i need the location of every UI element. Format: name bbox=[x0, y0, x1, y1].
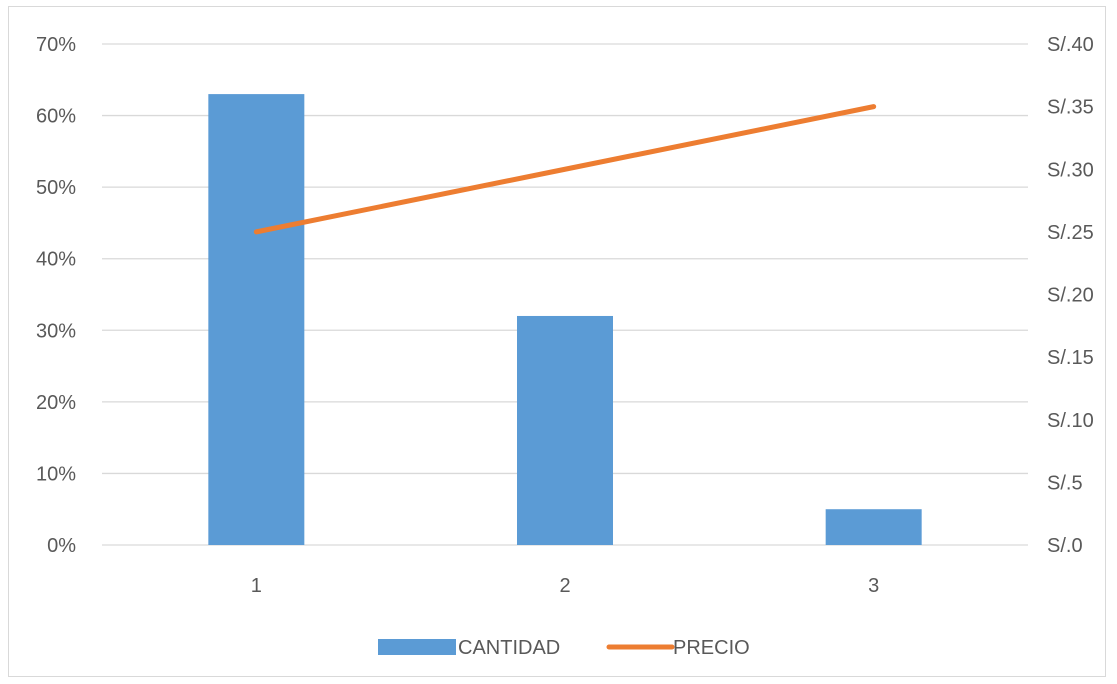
left-tick-label: 50% bbox=[36, 177, 76, 199]
line-series-precio bbox=[253, 104, 877, 235]
left-tick-label: 0% bbox=[47, 535, 76, 557]
legend-label-cantidad: CANTIDAD bbox=[458, 637, 560, 659]
left-tick-label: 10% bbox=[36, 463, 76, 485]
x-tick-label: 2 bbox=[559, 575, 570, 597]
left-tick-label: 20% bbox=[36, 392, 76, 414]
legend-label-precio: PRECIO bbox=[673, 637, 750, 659]
left-tick-label: 40% bbox=[36, 249, 76, 271]
precio-line bbox=[253, 104, 877, 235]
x-tick-label: 3 bbox=[868, 575, 879, 597]
bar-2 bbox=[517, 315, 613, 545]
right-tick-label: S/.30 bbox=[1047, 159, 1094, 181]
right-tick-label: S/.0 bbox=[1047, 535, 1083, 557]
right-tick-label: S/.20 bbox=[1047, 285, 1094, 307]
left-axis-ticks: 0% 10% 20% 30% 40% 50% 60% 70% bbox=[36, 34, 76, 557]
left-tick-label: 70% bbox=[36, 34, 76, 56]
right-tick-label: S/.40 bbox=[1047, 34, 1094, 56]
left-tick-label: 30% bbox=[36, 320, 76, 342]
right-axis-ticks: S/.0 S/.5 S/.10 S/.15 S/.20 S/.25 S/.30 S/.35 S/… bbox=[1047, 34, 1094, 557]
bar-series-cantidad bbox=[208, 94, 922, 545]
right-tick-label: S/.35 bbox=[1047, 97, 1094, 119]
legend: CANTIDAD PRECIO bbox=[378, 637, 750, 659]
bar-3 bbox=[825, 509, 922, 545]
right-tick-label: S/.25 bbox=[1047, 222, 1094, 244]
x-tick-label: 1 bbox=[251, 575, 262, 597]
right-tick-label: S/.15 bbox=[1047, 347, 1094, 369]
right-tick-label: S/.10 bbox=[1047, 410, 1094, 432]
right-tick-label: S/.5 bbox=[1047, 472, 1083, 494]
x-axis-ticks: 1 2 3 bbox=[251, 575, 879, 597]
bar-1 bbox=[208, 94, 305, 545]
legend-swatch-cantidad bbox=[378, 639, 456, 655]
left-tick-label: 60% bbox=[36, 106, 76, 128]
